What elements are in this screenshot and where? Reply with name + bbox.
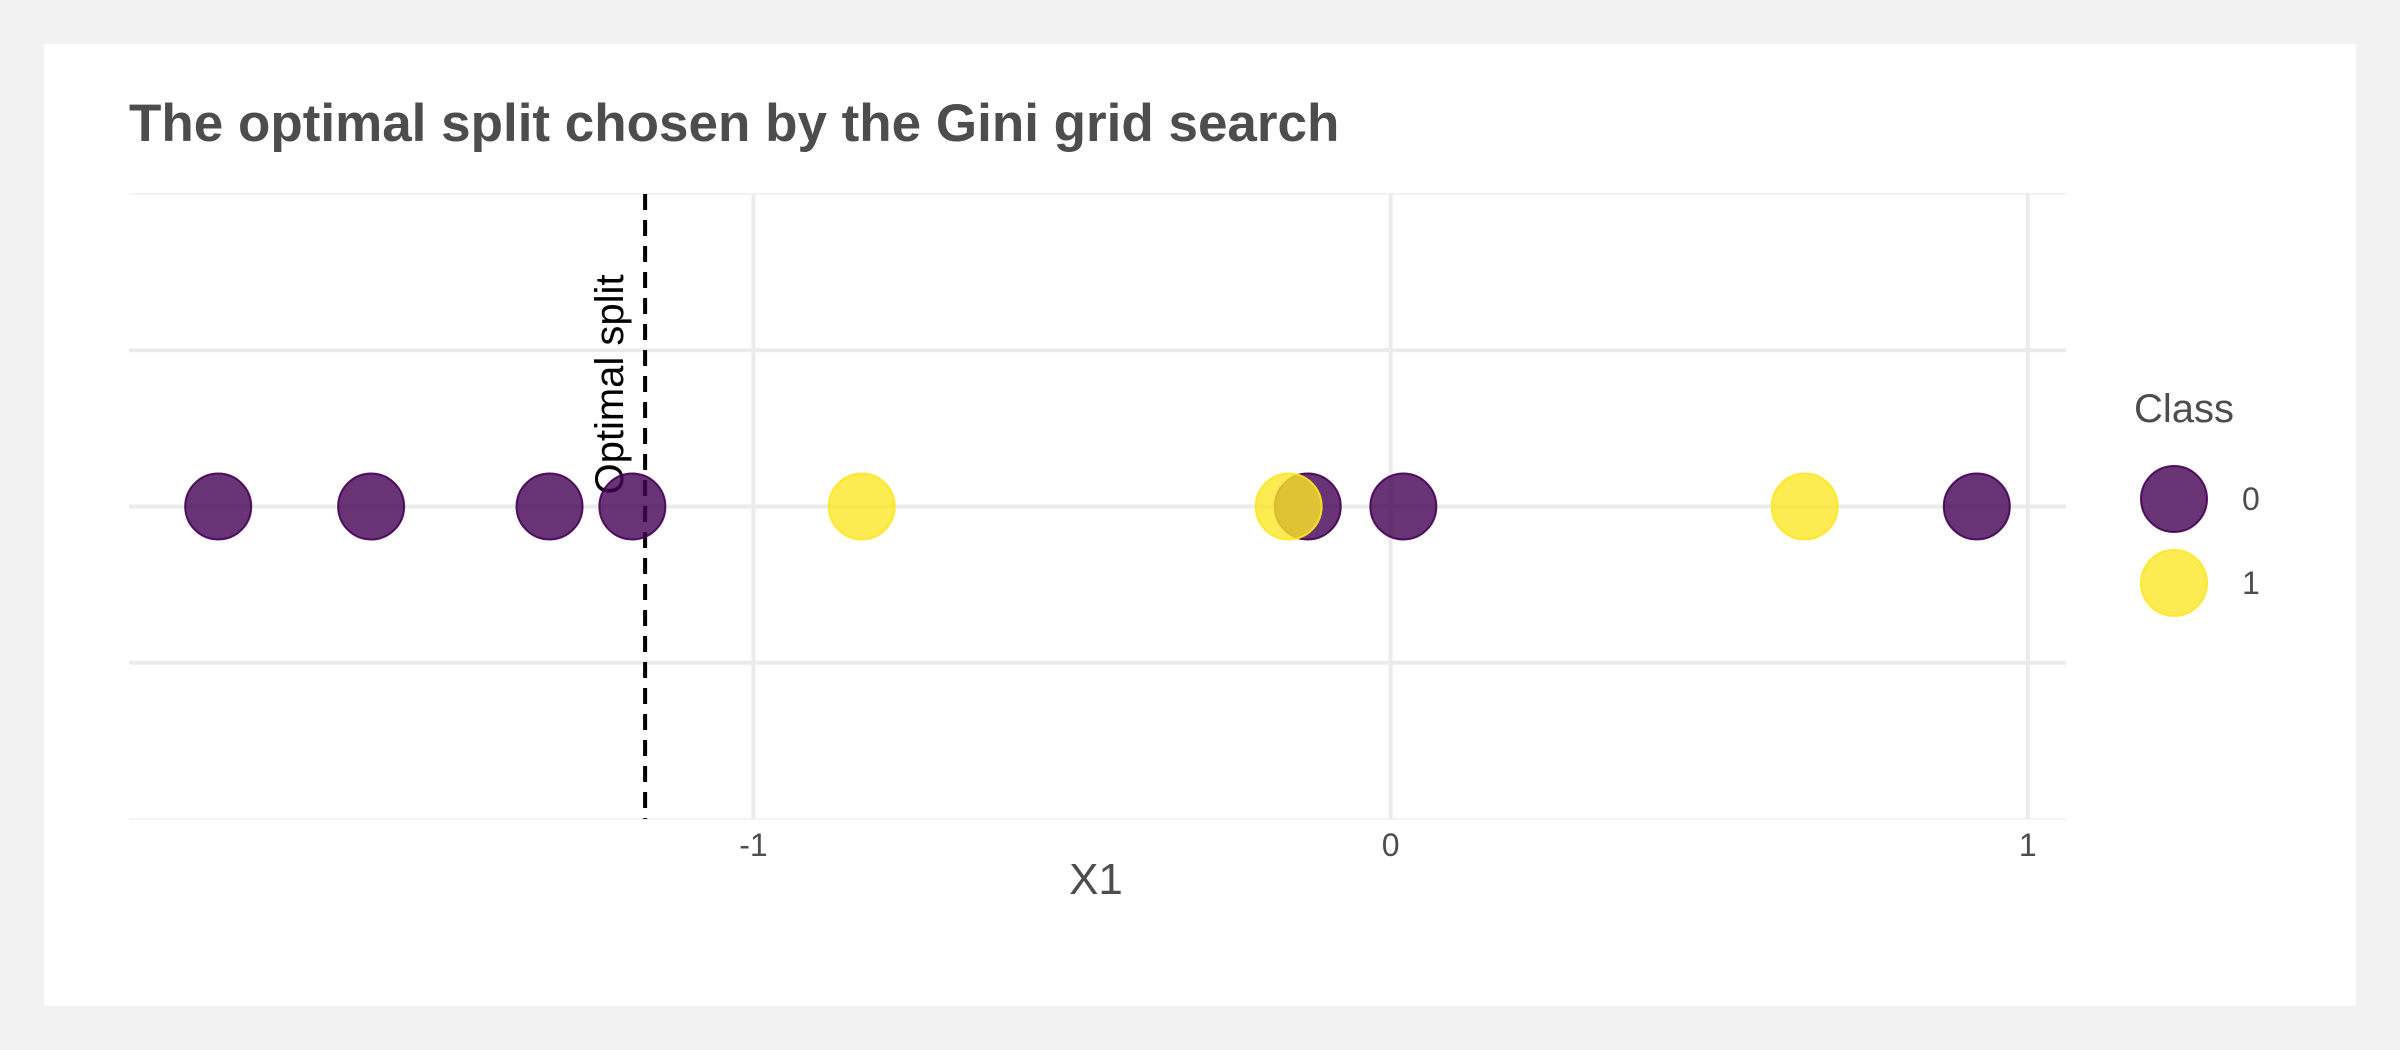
x-tick-label: -1 — [739, 827, 767, 863]
point-class-1 — [827, 472, 896, 541]
points-layer — [184, 472, 2011, 541]
point-class-0 — [515, 472, 584, 541]
legend-label-1: 1 — [2242, 565, 2260, 601]
point-class-0 — [1942, 472, 2011, 541]
point-class-0 — [1369, 472, 1438, 541]
legend-label-0: 0 — [2242, 481, 2260, 517]
x-tick-label: 1 — [2019, 827, 2037, 863]
chart-title: The optimal split chosen by the Gini gri… — [129, 94, 1339, 153]
point-class-1 — [1254, 472, 1323, 541]
chart-panel: The optimal split chosen by the Gini gri… — [44, 44, 2356, 1006]
legend: 01 — [2140, 465, 2260, 617]
x-tick-labels: -1 0 1 — [739, 827, 2036, 863]
split-label: Optimal split — [588, 274, 632, 494]
point-class-0 — [184, 472, 253, 541]
point-class-0 — [337, 472, 406, 541]
point-class-0 — [598, 472, 667, 541]
point-class-1 — [1770, 472, 1839, 541]
legend-key-0 — [2140, 465, 2208, 533]
x-tick-label: 0 — [1382, 827, 1400, 863]
grid-layer — [129, 193, 2066, 820]
x-axis-title: X1 — [1069, 855, 1123, 904]
chart-svg: The optimal split chosen by the Gini gri… — [129, 94, 2260, 904]
legend-key-1 — [2140, 549, 2208, 617]
legend-title: Class — [2134, 387, 2234, 431]
